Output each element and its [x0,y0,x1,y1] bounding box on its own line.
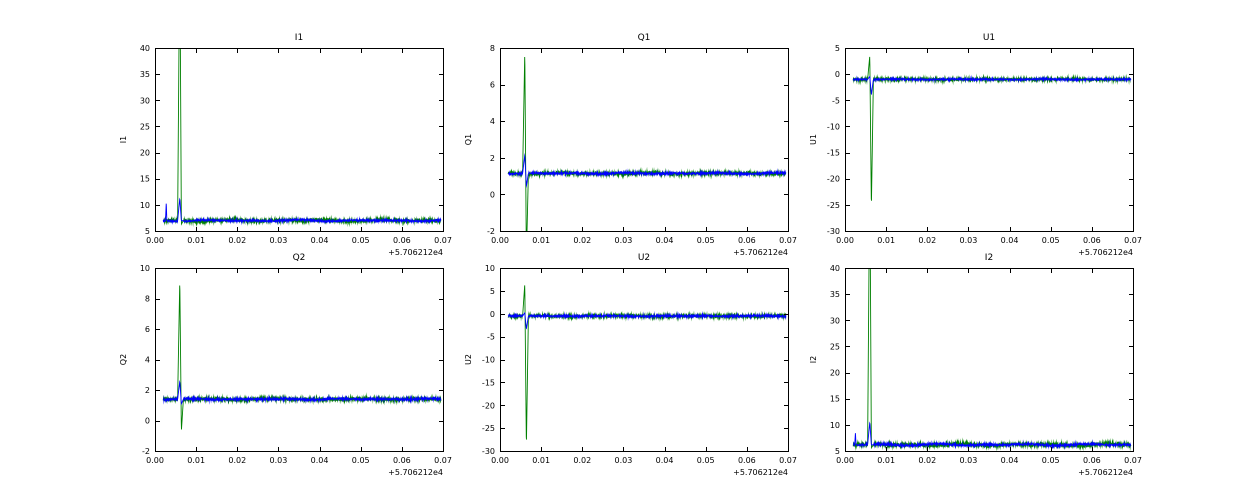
subplot-q1-canvas [458,24,803,274]
subplot-u1-canvas [803,24,1148,274]
subplot-i2-canvas [803,244,1148,494]
subplot-i1-canvas [113,24,458,274]
subplot-q2-canvas [113,244,458,494]
subplot-u2-canvas [458,244,803,494]
